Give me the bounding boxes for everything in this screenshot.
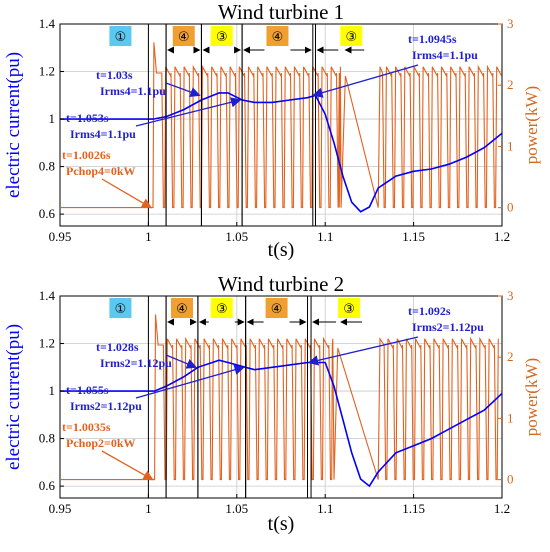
chart-title: Wind turbine 2 — [218, 272, 344, 296]
mode-badge-label: ① — [115, 302, 127, 317]
annotation-time: t=1.03s — [96, 68, 133, 82]
mode-badge-label: ④ — [176, 302, 188, 317]
annotation-value: Irms4=1.1pu — [100, 84, 166, 98]
mode-badge — [338, 298, 361, 318]
mode-badge-label: ③ — [216, 30, 228, 45]
plot-frame — [59, 23, 503, 227]
annotation-time: t=1.092s — [408, 304, 451, 318]
y-tick-left-label: 1 — [49, 383, 56, 398]
y-tick-left-label: 0.6 — [39, 478, 56, 493]
power-line — [60, 314, 499, 481]
annotation-value: Irms2=1.12pu — [100, 356, 172, 370]
x-tick-label: 1.2 — [494, 229, 510, 244]
x-tick-label: 1.05 — [225, 501, 248, 516]
y-tick-right-label: 0 — [507, 472, 514, 487]
annotation-arrow — [101, 450, 154, 481]
y-tick-left-label: 0.8 — [39, 159, 55, 174]
mode-badge-label: ④ — [271, 302, 283, 317]
power-series — [60, 42, 503, 209]
y-tick-left-label: 1.4 — [39, 288, 56, 303]
chart-wind-turbine-1: Wind turbine 1 ① ④ ③ ④ ③ t=1.03s Irms4=1.1pu t=1… — [3, 0, 541, 261]
y-tick-right-label: 1 — [507, 138, 514, 153]
chart-wind-turbine-2: Wind turbine 2 ① ④ ③ ④ ③ t=1.028s Irms2=1.12pu t… — [3, 272, 541, 535]
annotation-time: t=1.053s — [66, 111, 109, 125]
mode-badge — [109, 26, 132, 46]
chart-title: Wind turbine 1 — [218, 0, 344, 24]
x-axis-label: t(s) — [268, 239, 295, 261]
y-tick-right-label: 2 — [507, 77, 514, 92]
x-axis-label: t(s) — [268, 513, 295, 535]
mode-badge — [210, 298, 233, 318]
annotation-time: t=1.0026s — [62, 148, 111, 162]
mode-badge-label: ① — [115, 30, 127, 45]
power-series — [60, 314, 499, 481]
y-tick-left-label: 1.2 — [39, 64, 55, 79]
y-tick-right-label: 3 — [507, 16, 514, 31]
mode-badge — [172, 26, 195, 46]
annotation-arrow — [312, 64, 419, 98]
y-tick-left-label: 0.8 — [39, 431, 55, 446]
annotation-value: Pchop2=0kW — [66, 436, 136, 450]
x-tick-label: 1.2 — [494, 501, 510, 516]
mode-badge — [340, 26, 363, 46]
x-tick-label: 1 — [145, 501, 152, 516]
x-tick-label: 0.95 — [49, 501, 72, 516]
x-tick-label: 1.1 — [317, 501, 333, 516]
mode-badge-label: ④ — [178, 30, 190, 45]
y-tick-left-label: 1.2 — [39, 336, 55, 351]
annotation-arrow — [165, 354, 198, 369]
annotation-time: t=1.0035s — [62, 420, 111, 434]
y-axis-label-left: electric current(pu) — [3, 324, 24, 470]
annotation-time: t=1.055s — [66, 383, 109, 397]
mode-badge-label: ③ — [345, 30, 357, 45]
x-tick-label: 0.95 — [49, 229, 72, 244]
current-line — [60, 92, 503, 213]
mode-badge — [210, 26, 233, 46]
y-axis-label-right: power(kW) — [522, 86, 541, 164]
y-tick-right-label: 2 — [507, 349, 514, 364]
plot-frame — [59, 295, 503, 499]
y-tick-right-label: 1 — [507, 410, 514, 425]
x-tick-label: 1.15 — [402, 229, 425, 244]
mode-badge — [170, 298, 193, 318]
mode-badge-label: ④ — [272, 30, 284, 45]
annotation-value: Irms2=1.12pu — [412, 320, 484, 334]
x-tick-label: 1 — [145, 229, 152, 244]
x-tick-label: 1.05 — [225, 229, 248, 244]
mode-badge — [266, 26, 289, 46]
annotation-arrow — [307, 336, 419, 366]
annotation-value: Irms2=1.12pu — [70, 399, 142, 413]
annotation-arrow — [135, 97, 242, 127]
annotation-value: Irms4=1.1pu — [412, 48, 478, 62]
y-tick-left-label: 1 — [49, 111, 56, 126]
annotation-arrow — [165, 82, 201, 98]
y-tick-right-label: 0 — [507, 200, 514, 215]
annotation-value: Pchop4=0kW — [66, 164, 136, 178]
mode-badge-label: ③ — [216, 302, 228, 317]
annotation-time: t=1.0945s — [408, 32, 457, 46]
annotation-time: t=1.028s — [96, 340, 139, 354]
current-line — [60, 359, 503, 488]
y-axis-label-left: electric current(pu) — [3, 52, 24, 198]
x-tick-label: 1.15 — [402, 501, 425, 516]
y-axis-label-right: power(kW) — [522, 358, 541, 436]
y-tick-right-label: 3 — [507, 288, 514, 303]
annotation-arrow — [135, 364, 245, 399]
mode-badge — [265, 298, 288, 318]
mode-badge-label: ③ — [343, 302, 355, 317]
annotation-value: Irms4=1.1pu — [70, 127, 136, 141]
x-tick-label: 1.1 — [317, 229, 333, 244]
annotation-arrow — [101, 178, 153, 209]
y-tick-left-label: 0.6 — [39, 206, 56, 221]
power-line — [60, 42, 503, 209]
y-tick-left-label: 1.4 — [39, 16, 56, 31]
mode-badge — [109, 298, 132, 318]
